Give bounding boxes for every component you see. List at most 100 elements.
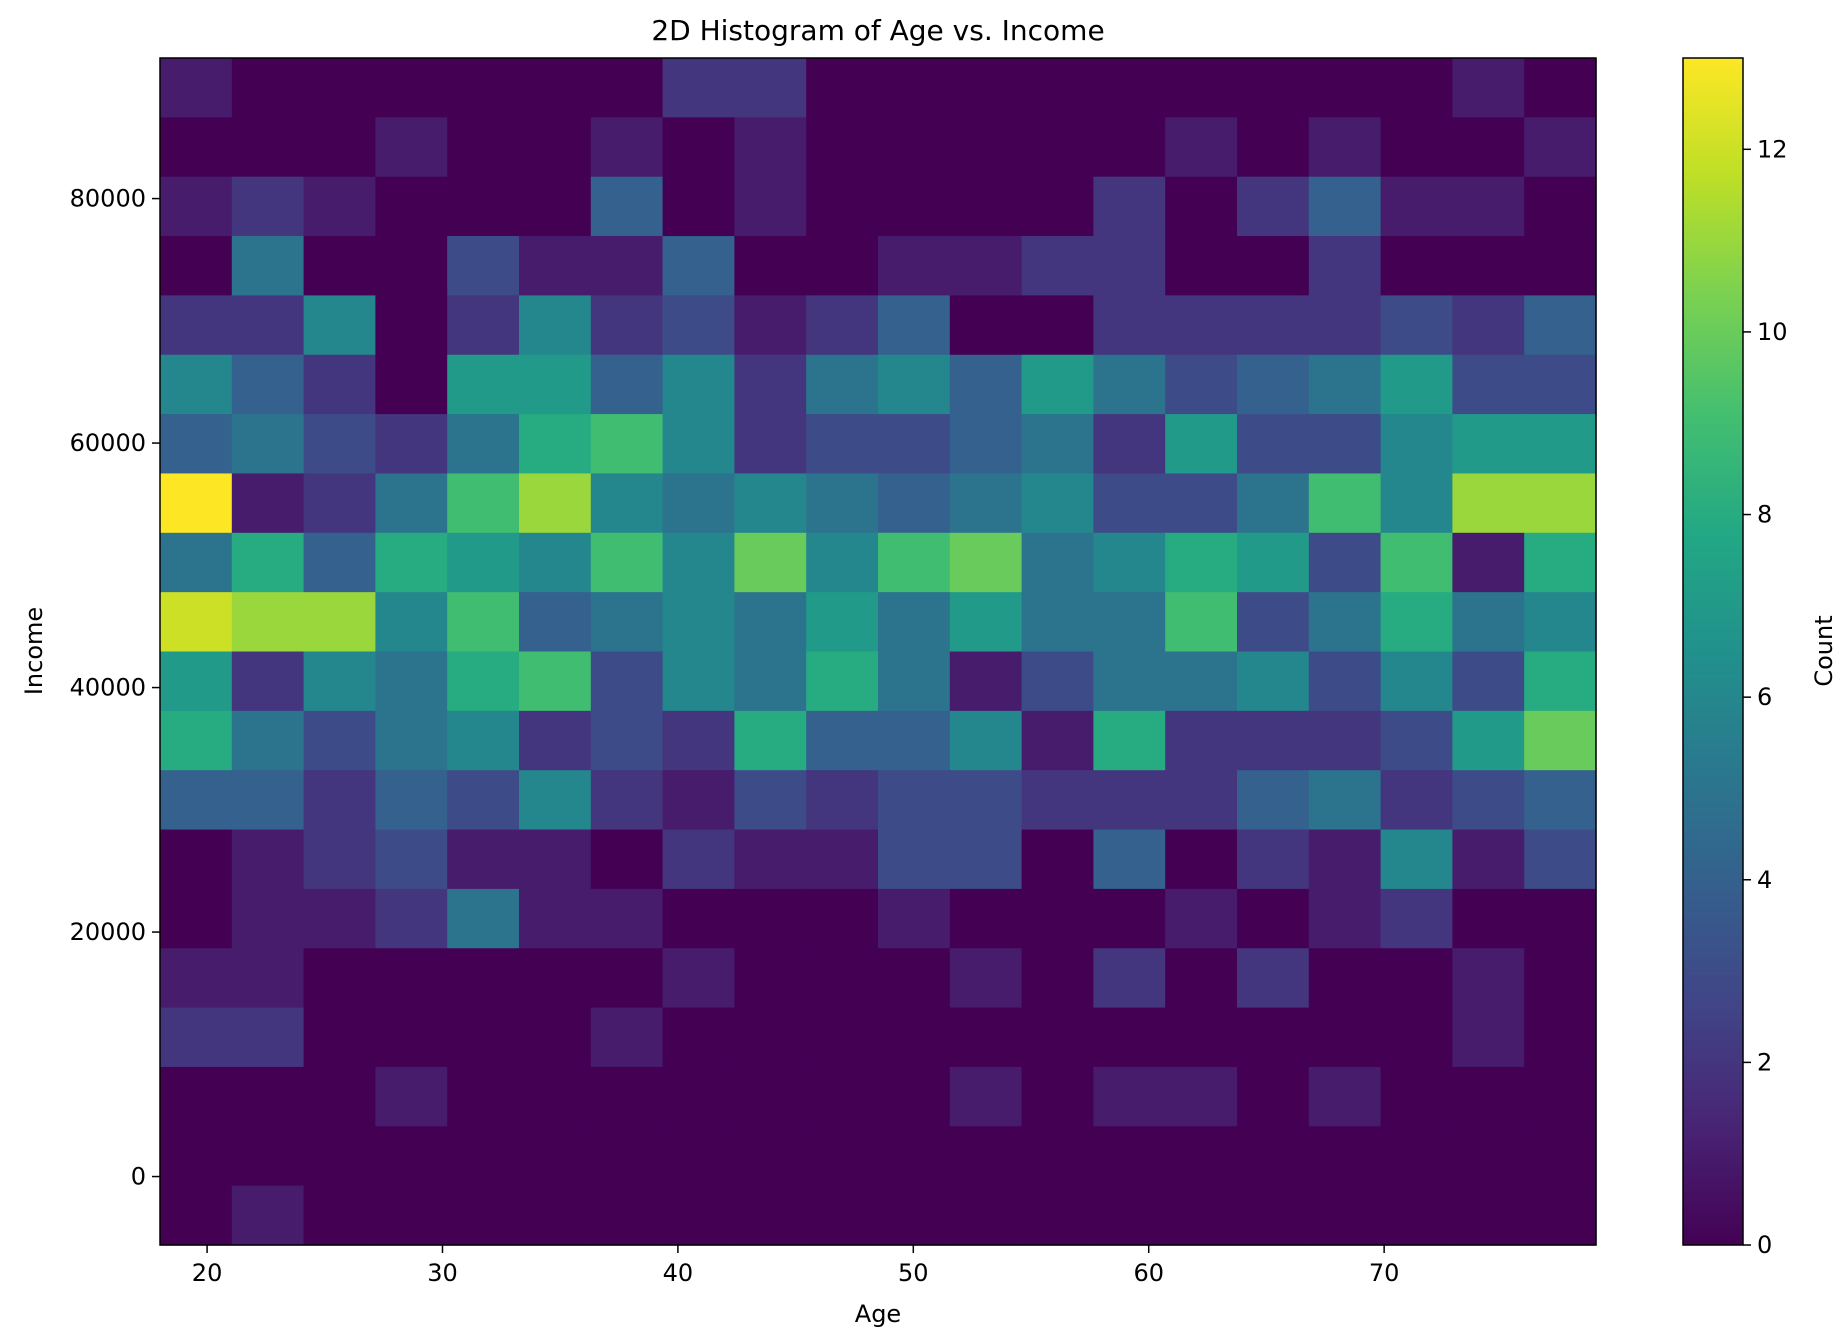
heatmap-cell: [1308, 651, 1382, 712]
heatmap-cell: [1380, 829, 1453, 890]
heatmap-cell: [1308, 473, 1382, 534]
heatmap-cell: [1308, 117, 1382, 178]
heatmap-cell: [1524, 888, 1597, 949]
colorbar-tick-label: 12: [1757, 135, 1788, 163]
heatmap-cell: [519, 651, 592, 712]
heatmap-cell: [519, 829, 592, 890]
heatmap-cell: [1524, 236, 1597, 296]
heatmap-cell: [1380, 1007, 1453, 1068]
heatmap-cell: [375, 117, 448, 178]
heatmap-cell: [662, 414, 735, 475]
heatmap-cell: [949, 1007, 1023, 1068]
heatmap-cell: [160, 651, 233, 712]
heatmap-cell: [734, 532, 807, 593]
heatmap-cell: [447, 592, 520, 653]
heatmap-cell: [1237, 829, 1310, 890]
heatmap-cell: [1380, 1126, 1453, 1187]
heatmap-cell: [1452, 829, 1525, 890]
heatmap-cell: [1237, 770, 1310, 831]
heatmap-cell: [231, 1066, 305, 1127]
heatmap-cell: [734, 295, 807, 356]
heatmap-cell: [1021, 710, 1094, 771]
heatmap-cell: [1452, 592, 1525, 653]
heatmap-cell: [160, 710, 233, 771]
heatmap-cell: [1237, 414, 1310, 475]
heatmap-cell: [1093, 414, 1166, 475]
heatmap-cell: [303, 1066, 376, 1127]
colorbar-tick-label: 2: [1757, 1048, 1772, 1076]
heatmap-cell: [949, 236, 1023, 296]
heatmap-cell: [160, 592, 233, 653]
heatmap-cell: [949, 117, 1023, 178]
heatmap-cell: [949, 532, 1023, 593]
heatmap-cell: [1237, 1126, 1310, 1187]
heatmap-cell: [662, 1185, 735, 1246]
heatmap-cell: [1093, 354, 1166, 415]
heatmap-cell: [806, 1066, 879, 1127]
heatmap-cell: [1165, 770, 1238, 831]
heatmap-cell: [1452, 1007, 1525, 1068]
heatmap-cell: [590, 1185, 664, 1246]
heatmap-cell: [662, 295, 735, 356]
heatmap-cell: [734, 414, 807, 475]
heatmap-cell: [1524, 414, 1597, 475]
heatmap-cell: [1524, 117, 1597, 178]
x-tick-label: 30: [427, 1259, 458, 1287]
heatmap-cell: [1165, 58, 1238, 118]
heatmap-cell: [590, 176, 664, 237]
heatmap-cell: [519, 354, 592, 415]
heatmap-cell: [1524, 829, 1597, 890]
heatmap-cell: [231, 1185, 305, 1246]
heatmap-cell: [160, 948, 233, 1009]
heatmap-cell: [1308, 1126, 1382, 1187]
heatmap-cell: [878, 414, 951, 475]
heatmap-cell: [1452, 473, 1525, 534]
heatmap-cell: [375, 1007, 448, 1068]
heatmap-cell: [1380, 1066, 1453, 1127]
heatmap-cell: [231, 414, 305, 475]
heatmap-cell: [1237, 948, 1310, 1009]
heatmap-cell: [375, 948, 448, 1009]
heatmap-cell: [1452, 888, 1525, 949]
heatmap-cell: [231, 888, 305, 949]
heatmap-cell: [949, 176, 1023, 237]
heatmap-cell: [1524, 295, 1597, 356]
heatmap-cell: [519, 888, 592, 949]
heatmap-cell: [734, 592, 807, 653]
heatmap-cell: [519, 948, 592, 1009]
heatmap-cell: [806, 710, 879, 771]
heatmap-cell: [806, 888, 879, 949]
heatmap-cell: [1380, 236, 1453, 296]
heatmap-cell: [1165, 473, 1238, 534]
heatmap-cell: [1165, 354, 1238, 415]
heatmap-cell: [519, 1126, 592, 1187]
x-tick-label: 40: [663, 1259, 694, 1287]
heatmap-cell: [160, 176, 233, 237]
heatmap-cell: [806, 117, 879, 178]
heatmap-cell: [590, 948, 664, 1009]
heatmap-cell: [878, 295, 951, 356]
heatmap-cell: [878, 1126, 951, 1187]
heatmap-cell: [231, 770, 305, 831]
heatmap-cell: [878, 1185, 951, 1246]
heatmap-cell: [303, 888, 376, 949]
heatmap-cell: [1524, 473, 1597, 534]
heatmap-cell: [1237, 710, 1310, 771]
heatmap-cell: [949, 948, 1023, 1009]
y-axis-label: Income: [20, 607, 48, 695]
heatmap-cell: [734, 1007, 807, 1068]
heatmap-cell: [1165, 414, 1238, 475]
heatmap-cell: [806, 948, 879, 1009]
heatmap-cell: [878, 651, 951, 712]
heatmap-cell: [160, 1007, 233, 1068]
heatmap-cell: [878, 1066, 951, 1127]
heatmap-cell: [878, 948, 951, 1009]
heatmap-cell: [303, 948, 376, 1009]
heatmap-cell: [1452, 1185, 1525, 1246]
heatmap-cell: [1021, 1007, 1094, 1068]
heatmap-cell: [1308, 1185, 1382, 1246]
colorbar-tick-label: 8: [1757, 501, 1772, 529]
heatmap-cell: [806, 829, 879, 890]
heatmap-cell: [878, 829, 951, 890]
heatmap-cell: [1093, 710, 1166, 771]
